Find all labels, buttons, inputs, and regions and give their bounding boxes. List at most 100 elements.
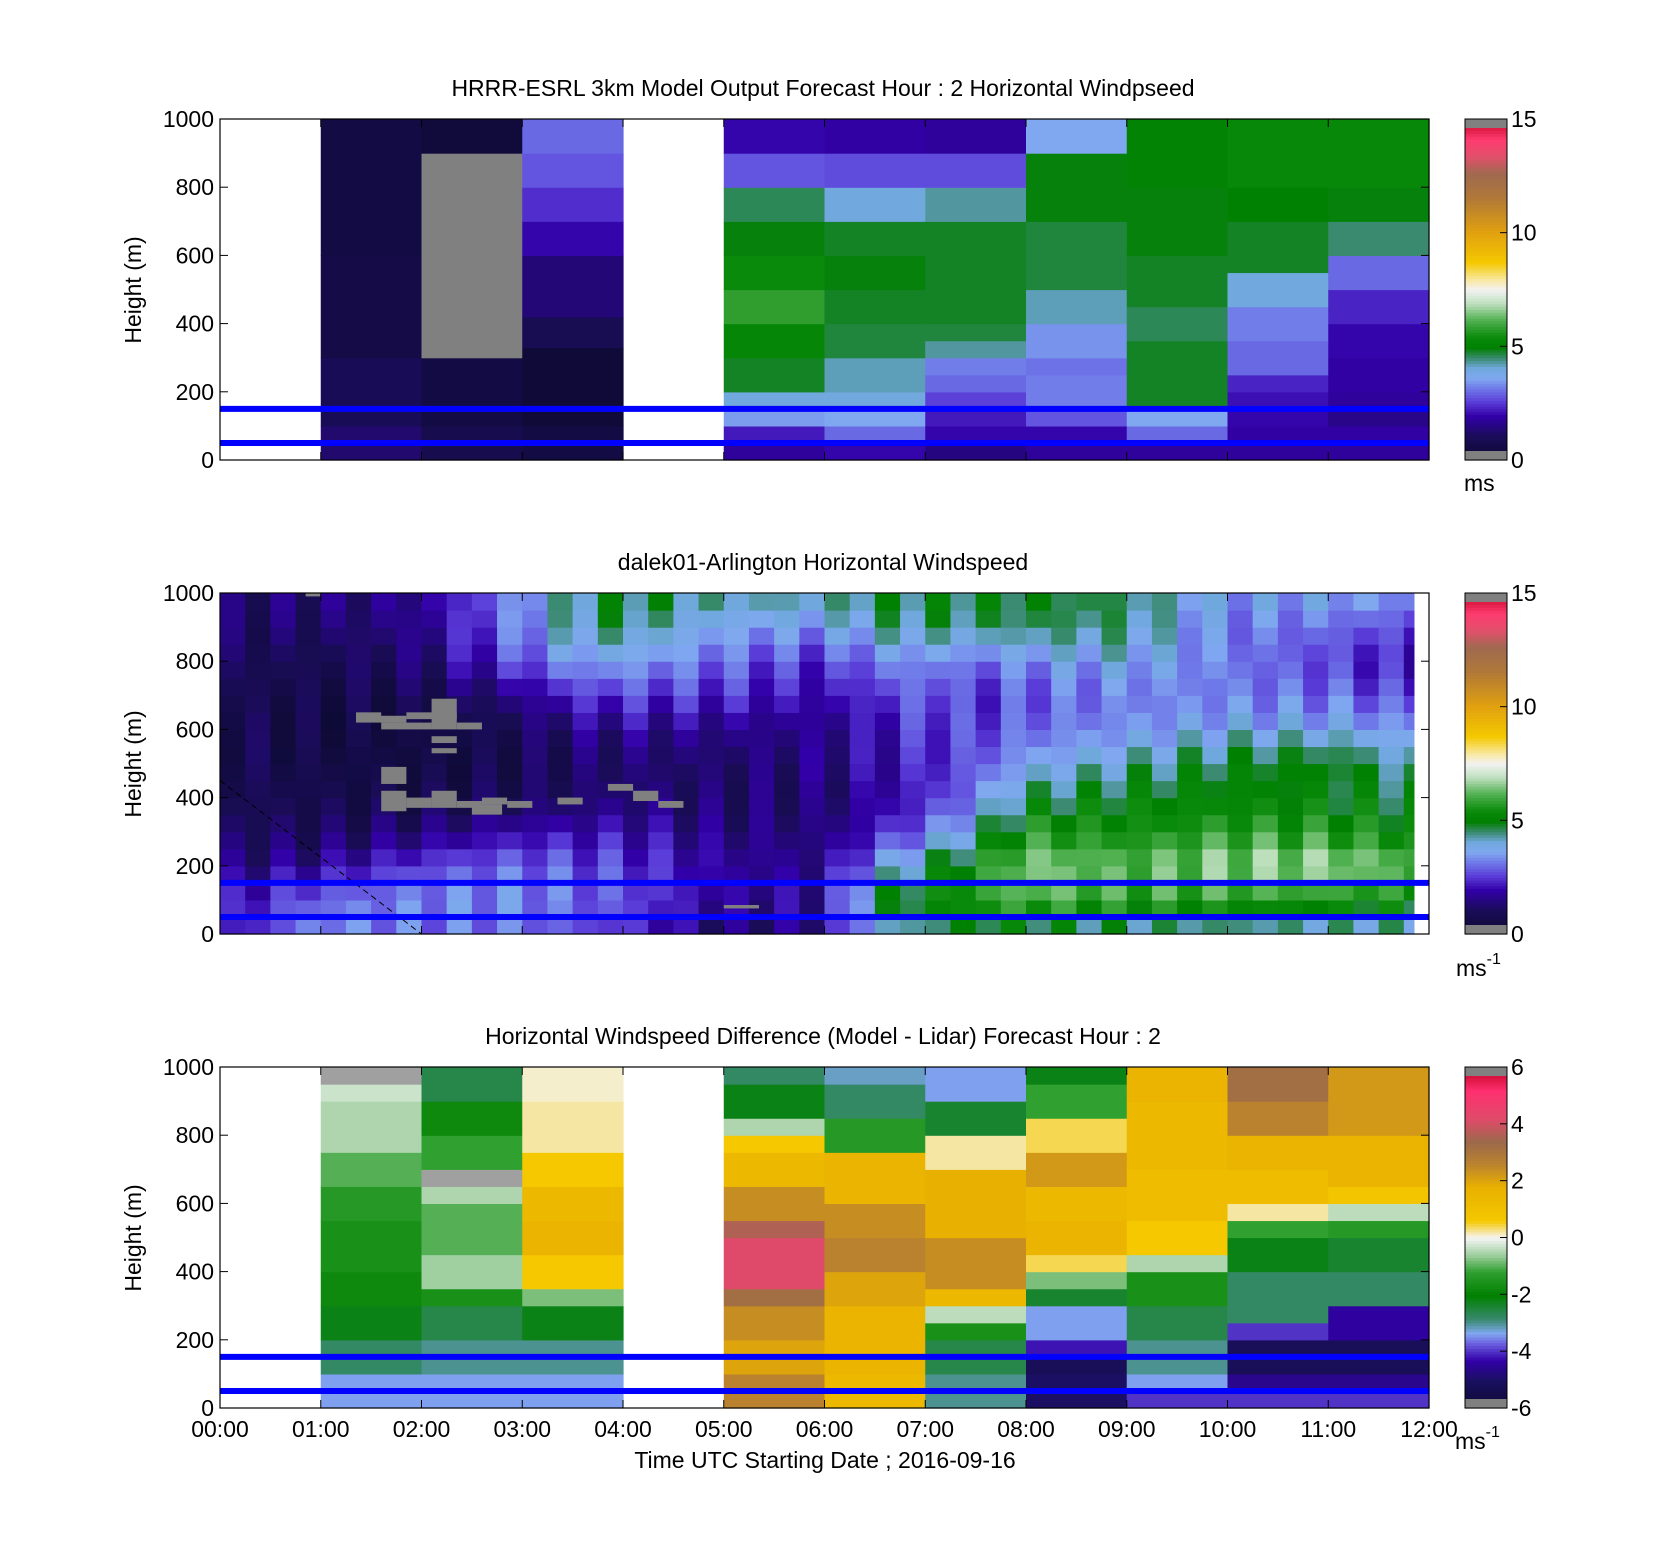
heatmap-cell — [1026, 1288, 1128, 1307]
heatmap-cell — [345, 780, 372, 799]
heatmap-cell — [1126, 780, 1153, 799]
colorbar-band — [1465, 689, 1507, 694]
heatmap-cell — [1126, 848, 1153, 867]
heatmap-cell — [1303, 899, 1329, 918]
heatmap-cell — [874, 814, 901, 833]
heatmap-cell — [522, 746, 549, 765]
colorbar-band — [1465, 172, 1507, 177]
heatmap-cell — [220, 780, 246, 799]
colorbar-band — [1465, 908, 1507, 912]
colorbar-band — [1465, 130, 1507, 134]
heatmap-cell — [1177, 729, 1203, 748]
colorbar-band — [1465, 448, 1507, 453]
heatmap-cell — [900, 695, 926, 713]
colorbar-band — [1465, 391, 1507, 396]
colorbar-band — [1465, 817, 1507, 821]
heatmap-cell — [1353, 831, 1380, 850]
heatmap-cell — [1177, 797, 1203, 816]
panel-difference-colorbar-unit-exponent: -1 — [1486, 1424, 1500, 1441]
heatmap-cell — [320, 831, 347, 850]
heatmap-cell — [270, 729, 297, 748]
colorbar-band — [1465, 1322, 1507, 1327]
heatmap-cell — [522, 610, 549, 628]
heatmap-cell — [874, 695, 901, 713]
heatmap-cell — [1227, 1135, 1329, 1170]
heatmap-cell — [1101, 780, 1128, 799]
colorbar-band — [1465, 894, 1507, 898]
colorbar-band — [1465, 1112, 1507, 1116]
heatmap-cell — [1026, 442, 1128, 461]
colorbar-band — [1465, 374, 1507, 379]
heatmap-cell — [1227, 1237, 1329, 1273]
heatmap-cell — [522, 316, 624, 349]
colorbar-band — [1465, 280, 1507, 285]
colorbar-band — [1465, 1231, 1507, 1236]
heatmap-cell — [270, 882, 297, 901]
heatmap-cell — [1328, 797, 1355, 816]
colorbar-band — [1465, 627, 1507, 631]
heatmap-cell — [1353, 814, 1380, 833]
heatmap-cell — [623, 678, 649, 696]
heatmap-cell — [748, 882, 775, 901]
colorbar-band — [1465, 1328, 1507, 1332]
heatmap-cell — [1076, 610, 1103, 628]
colorbar-band — [1465, 1237, 1507, 1241]
colorbar-band — [1465, 403, 1507, 407]
heatmap-cell — [371, 610, 397, 628]
colorbar-band — [1465, 607, 1507, 611]
heatmap-cell — [950, 695, 977, 713]
heatmap-cell — [1252, 678, 1279, 696]
heatmap-cell — [950, 593, 977, 611]
colorbar-band — [1465, 610, 1507, 614]
colorbar-band — [1465, 340, 1507, 345]
heatmap-cell — [774, 610, 800, 628]
heatmap-cell — [1026, 814, 1052, 833]
colorbar-band — [1465, 777, 1507, 782]
heatmap-cell — [1202, 899, 1229, 918]
heatmap-cell — [723, 780, 750, 799]
heatmap-cell — [320, 610, 347, 628]
heatmap-cell — [824, 1305, 926, 1375]
heatmap-cell — [1000, 593, 1027, 611]
heatmap-cell — [1101, 865, 1128, 884]
colorbar-band — [1465, 1291, 1507, 1295]
panel-difference-colorbar-unit: ms-1 — [1455, 1424, 1500, 1454]
heatmap-cell — [1126, 644, 1153, 662]
heatmap-cell — [597, 882, 624, 901]
colorbar-band — [1465, 814, 1507, 819]
heatmap-cell — [547, 644, 574, 662]
heatmap-cell — [345, 882, 372, 901]
heatmap-cell — [1000, 678, 1027, 696]
heatmap-cell — [774, 763, 800, 782]
heatmap-cell — [849, 610, 876, 628]
colorbar-band — [1465, 1092, 1507, 1097]
colorbar-band — [1465, 752, 1507, 756]
colorbar-band — [1465, 786, 1507, 790]
heatmap-cell — [950, 780, 977, 799]
heatmap-cell — [900, 797, 926, 816]
heatmap-cell — [1202, 780, 1229, 799]
heatmap-cell — [471, 661, 498, 679]
colorbar-band — [1465, 823, 1507, 827]
colorbar-band — [1465, 760, 1507, 765]
heatmap-cell — [824, 865, 851, 884]
heatmap-cell — [1227, 661, 1254, 679]
panel-difference-y-axis-label: Height (m) — [120, 1184, 146, 1291]
heatmap-cell — [320, 1101, 423, 1153]
colorbar-band — [1465, 763, 1507, 767]
colorbar-band — [1465, 408, 1507, 413]
heatmap-cell — [975, 627, 1002, 645]
heatmap-cell — [900, 899, 926, 918]
heatmap-cell — [295, 780, 322, 799]
heatmap-cell — [421, 1203, 523, 1256]
missing-data-cell — [406, 797, 432, 808]
colorbar-band — [1465, 1217, 1507, 1222]
heatmap-cell — [824, 323, 926, 359]
heatmap-cell — [1026, 865, 1052, 884]
heatmap-cell — [396, 916, 423, 935]
colorbar-band — [1465, 269, 1507, 274]
heatmap-cell — [673, 763, 700, 782]
heatmap-cell — [1252, 746, 1279, 765]
colorbar-band — [1465, 905, 1507, 910]
colorbar-band — [1465, 1285, 1507, 1290]
